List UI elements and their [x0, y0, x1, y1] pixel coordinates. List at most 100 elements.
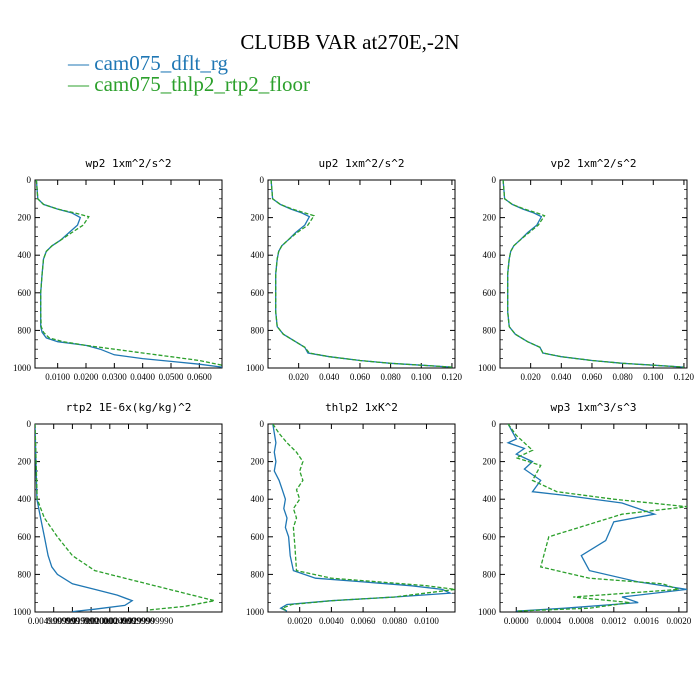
- y-tick-label: 800: [483, 325, 497, 335]
- x-tick-label: 0.020: [521, 372, 542, 382]
- y-tick-label: 600: [483, 532, 497, 542]
- chart-panel-3: vp2 1xm^2/s^2 0 200 400 600 800 1000 0.020 0.040…: [478, 157, 695, 382]
- plot-frame: [499, 179, 688, 369]
- y-tick-label: 0: [27, 419, 32, 429]
- series-line-2: [35, 424, 215, 611]
- legend-label-1: cam075_dflt_rg: [94, 51, 229, 75]
- series-line-2: [272, 424, 455, 612]
- chart-panel-4: rtp2 1E-6x(kg/kg)^2020040060080010000.00…: [13, 401, 223, 626]
- legend-glyph-2: —: [68, 72, 89, 96]
- y-tick-label: 0: [492, 175, 497, 185]
- series-line-2: [507, 424, 687, 612]
- legend-glyph-1: —: [68, 51, 89, 75]
- panel-title: vp2 1xm^2/s^2: [550, 157, 636, 170]
- legend-entry-1: — cam075_dflt_rg: [68, 51, 228, 76]
- x-tick-label: 0.080: [380, 372, 401, 382]
- y-tick-label: 200: [483, 213, 497, 223]
- y-tick-label: 400: [483, 494, 497, 504]
- x-tick-label: 0.0400: [130, 372, 155, 382]
- x-tick-label: 0.0004: [536, 616, 561, 626]
- legend-label-2: cam075_thlp2_rtp2_floor: [94, 72, 311, 96]
- panel-title: rtp2 1E-6x(kg/kg)^2: [66, 401, 192, 414]
- y-tick-label: 400: [251, 494, 265, 504]
- x-tick-label: 0.120: [674, 372, 695, 382]
- y-tick-label: 400: [18, 494, 32, 504]
- y-tick-label: 0: [260, 175, 265, 185]
- series-line-1: [35, 180, 222, 368]
- series-line-1: [506, 424, 687, 612]
- x-tick-label: 0.0020: [287, 616, 312, 626]
- panel-title: up2 1xm^2/s^2: [318, 157, 404, 170]
- figure-title: CLUBB VAR at270E,-2N: [240, 30, 460, 54]
- y-tick-label: 400: [18, 250, 32, 260]
- plot-frame: [34, 179, 223, 369]
- x-tick-label: 0.0008: [569, 616, 594, 626]
- chart-panel-6: wp3 1xm^3/s^3 0 200 400 600 800 1000 0.0000 0.00…: [478, 401, 692, 626]
- y-tick-label: 200: [483, 457, 497, 467]
- y-tick-label: 400: [251, 250, 265, 260]
- y-tick-label: 600: [18, 288, 32, 298]
- series-line-1: [502, 180, 684, 368]
- x-tick-label: 0.040: [319, 372, 340, 382]
- x-tick-label: 0.0012: [601, 616, 626, 626]
- x-tick-label: 0.100: [643, 372, 664, 382]
- y-tick-label: 200: [18, 213, 32, 223]
- x-tick-label: 0.0060: [351, 616, 376, 626]
- x-tick-label: 0.040: [551, 372, 572, 382]
- series-line-2: [270, 180, 452, 368]
- y-tick-label: 0: [492, 419, 497, 429]
- x-tick-label: 0.100: [411, 372, 432, 382]
- plot-frame: [267, 179, 456, 369]
- y-tick-label: 1000: [13, 607, 32, 617]
- series-line-1: [270, 180, 452, 368]
- x-tick-label: 0.060: [582, 372, 603, 382]
- y-tick-label: 1000: [478, 363, 497, 373]
- chart-panel-1: wp2 1xm^2/s^2 0 200 400 600 800 1000 0.0100 0.02…: [13, 157, 223, 382]
- y-tick-label: 600: [18, 532, 32, 542]
- y-tick-label: 0: [27, 175, 32, 185]
- y-tick-label: 800: [251, 325, 265, 335]
- y-tick-label: 600: [251, 532, 265, 542]
- y-tick-label: 1000: [246, 607, 265, 617]
- y-tick-label: 600: [251, 288, 265, 298]
- y-tick-label: 0: [260, 419, 265, 429]
- series-line-2: [35, 180, 222, 366]
- y-tick-label: 200: [18, 457, 32, 467]
- y-tick-label: 800: [18, 569, 32, 579]
- x-tick-label: 0.0040: [319, 616, 344, 626]
- panel-title: wp3 1xm^3/s^3: [550, 401, 636, 414]
- chart-panel-2: up2 1xm^2/s^2 0 200 400 600 800 1000 0.020 0.040…: [246, 157, 463, 382]
- legend-entry-2: — cam075_thlp2_rtp2_floor: [68, 72, 310, 97]
- panel-title: thlp2 1xK^2: [325, 401, 398, 414]
- x-tick-label: 0.0300: [102, 372, 127, 382]
- x-tick-label: 0.020: [289, 372, 310, 382]
- x-tick-label: 0.0099999999: [47, 616, 99, 626]
- x-tick-label: 0.0080: [382, 616, 407, 626]
- plot-frame: [34, 423, 223, 613]
- x-tick-label: 0.0100: [414, 616, 439, 626]
- y-tick-label: 200: [251, 213, 265, 223]
- y-tick-label: 200: [251, 457, 265, 467]
- x-tick-label: 0.060: [350, 372, 371, 382]
- x-tick-label: 0.0150000000: [65, 616, 117, 626]
- x-tick-label: 0.0200: [74, 372, 99, 382]
- x-tick-label: 0.0100: [45, 372, 70, 382]
- x-tick-label: 0.0016: [634, 616, 659, 626]
- x-tick-label: 0.0299999990: [121, 616, 173, 626]
- x-tick-label: 0.0600: [187, 372, 212, 382]
- y-tick-label: 800: [483, 569, 497, 579]
- x-tick-label: 0.120: [442, 372, 463, 382]
- x-tick-label: 0.0200000000: [84, 616, 136, 626]
- y-tick-label: 800: [18, 325, 32, 335]
- series-line-1: [35, 424, 134, 612]
- x-tick-label: 0.0249999990: [103, 616, 155, 626]
- y-tick-label: 1000: [246, 363, 265, 373]
- x-tick-label: 0.0020: [666, 616, 691, 626]
- chart-panel-5: thlp2 1xK^2 0 200 400 600 800 1000 0.0020 0.0040…: [246, 401, 456, 626]
- x-tick-label: 0.080: [612, 372, 633, 382]
- y-tick-label: 800: [251, 569, 265, 579]
- x-tick-label: 0.0500: [159, 372, 184, 382]
- panel-title: wp2 1xm^2/s^2: [85, 157, 171, 170]
- x-tick-label: 0.0049999999: [28, 616, 80, 626]
- x-tick-label: 0.0000: [504, 616, 529, 626]
